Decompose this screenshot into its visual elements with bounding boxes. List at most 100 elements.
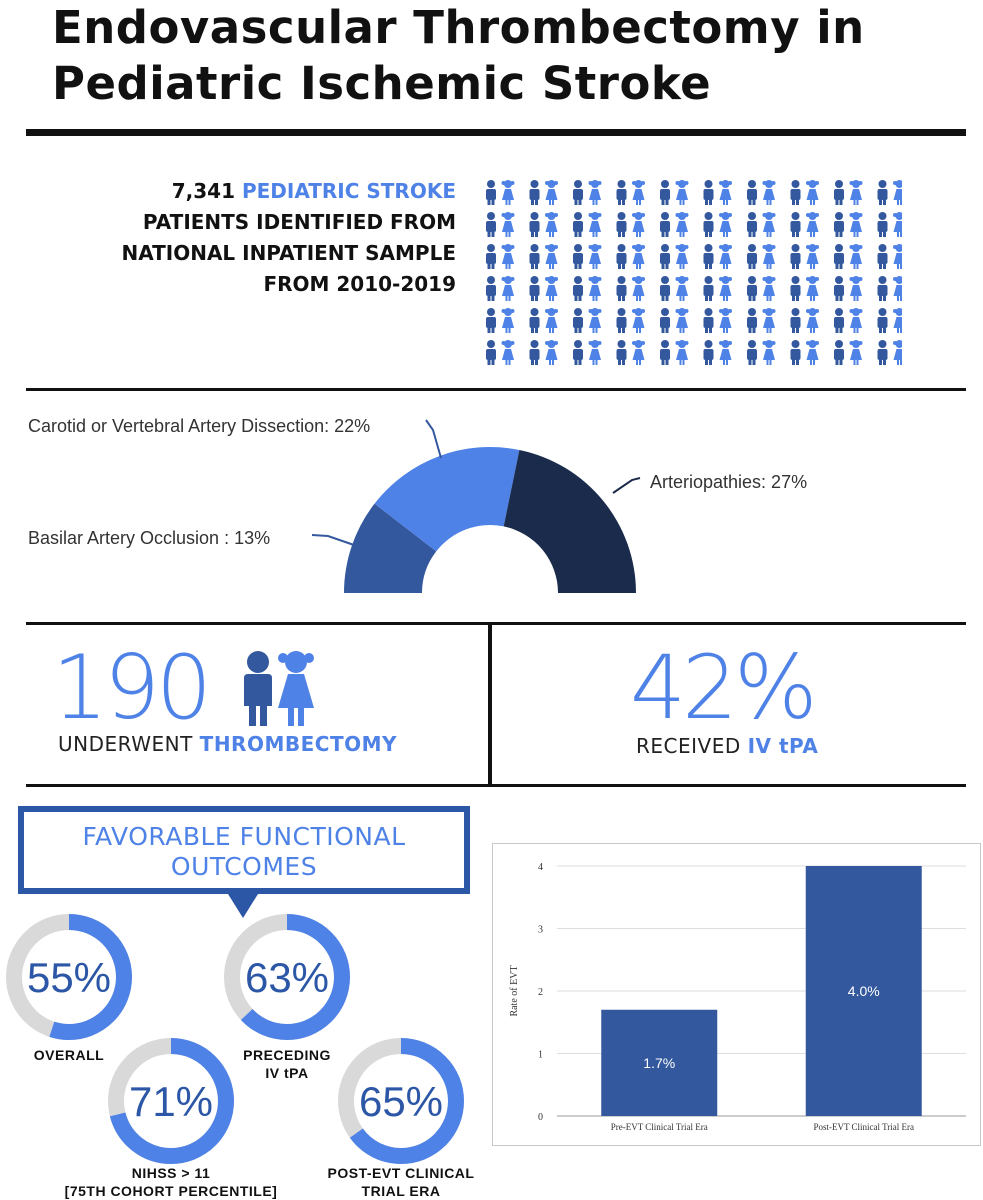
bar-data-label: 4.0% <box>848 983 880 999</box>
boy-girl-pair-icon <box>747 276 776 301</box>
boy-girl-pair-icon <box>486 340 515 365</box>
etiology-half-donut <box>344 447 636 593</box>
bar <box>601 1009 718 1116</box>
boy-icon <box>703 244 714 269</box>
boy-girl-pair-icon <box>747 308 776 333</box>
girl-icon <box>719 212 732 237</box>
girl-icon <box>806 340 819 365</box>
page-title: Endovascular Thrombectomy in Pediatric I… <box>52 0 952 112</box>
girl-icon <box>893 308 902 333</box>
boy-icon <box>834 244 844 269</box>
patient-count-accent: PEDIATRIC STROKE <box>241 179 456 203</box>
girl-icon <box>675 308 689 333</box>
girl-icon <box>501 340 515 365</box>
girl-icon <box>762 244 776 269</box>
girl-icon <box>719 340 732 365</box>
boy-girl-pair-icon <box>790 340 819 365</box>
boy-girl-pair-icon <box>834 180 863 205</box>
girl-icon <box>719 180 732 205</box>
thrombectomy-accent: THROMBECTOMY <box>199 732 397 756</box>
boy-girl-pair-icon <box>529 244 558 269</box>
boy-girl-pair-icon <box>703 276 732 301</box>
boy-girl-pair-icon <box>834 276 863 301</box>
ring-label-preceding-tpa: PRECEDING IV tPA <box>222 1046 352 1082</box>
boy-icon <box>616 276 627 301</box>
segment-arteriopathies <box>503 449 636 593</box>
boy-icon <box>834 308 844 333</box>
boy-icon <box>703 276 714 301</box>
boy-icon <box>747 180 757 205</box>
patient-count-headline: 7,341 PEDIATRIC STROKE PATIENTS IDENTIFI… <box>40 176 456 300</box>
girl-icon <box>632 180 645 205</box>
girl-icon <box>806 276 819 301</box>
boy-icon <box>486 180 496 205</box>
section-divider-2 <box>26 622 966 625</box>
girl-icon <box>632 340 645 365</box>
boy-icon <box>616 180 627 205</box>
boy-icon <box>790 308 801 333</box>
girl-icon <box>588 244 602 269</box>
boy-icon <box>616 340 627 365</box>
boy-icon <box>573 340 583 365</box>
boy-icon <box>529 276 540 301</box>
boy-girl-pair-icon <box>703 212 732 237</box>
girl-icon <box>849 276 863 301</box>
tpa-accent: IV tPA <box>747 734 819 758</box>
boy-girl-pair-icon <box>877 212 902 237</box>
evt-rate-bar-chart: 0 1 2 3 4 Rate of EVT 1.7% Pre-EVT Clinical Tri… <box>509 862 966 1132</box>
ring-label-nihss: NIHSS > 11 [75TH COHORT PERCENTILE] <box>46 1164 296 1200</box>
girl-icon <box>675 244 689 269</box>
girl-icon <box>675 276 689 301</box>
thrombectomy-caption: UNDERWENT THROMBECTOMY <box>58 732 397 756</box>
boy-icon <box>747 340 757 365</box>
x-tick-label: Pre-EVT Clinical Trial Era <box>611 1122 708 1132</box>
boy-girl-pair-icon <box>573 340 602 365</box>
boy-icon <box>747 308 757 333</box>
boy-icon <box>747 244 757 269</box>
ring-progress <box>6 914 132 1040</box>
tpa-caption: RECEIVED IV tPA <box>636 734 818 758</box>
ring-label-overall-line1: OVERALL <box>33 1047 105 1063</box>
girl-icon <box>545 244 558 269</box>
boy-icon <box>486 276 496 301</box>
girl-icon <box>632 276 645 301</box>
girl-icon <box>501 180 515 205</box>
boy-icon <box>877 212 888 237</box>
girl-icon <box>675 180 689 205</box>
boy-girl-pair-icon <box>573 212 602 237</box>
girl-icon <box>675 212 689 237</box>
boy-icon <box>747 212 757 237</box>
boy-icon <box>573 308 583 333</box>
boy-girl-pair-icon <box>877 244 902 269</box>
boy-girl-pair-icon <box>703 308 732 333</box>
callout-pointer <box>228 894 258 918</box>
ring-label-nihss-line2: [75TH COHORT PERCENTILE] <box>64 1183 278 1199</box>
girl-icon <box>501 308 515 333</box>
y-tick-label: 4 <box>538 862 543 873</box>
title-line-1: Endovascular Thrombectomy in <box>52 1 865 54</box>
boy-icon <box>834 276 844 301</box>
boy-girl-pair-icon <box>834 340 863 365</box>
boy-girl-pair-icon <box>747 180 776 205</box>
tpa-percent: 42% <box>630 636 818 739</box>
ring-progress <box>224 914 350 1040</box>
girl-icon <box>762 276 776 301</box>
boy-girl-pair-icon <box>573 276 602 301</box>
boy-girl-pair-icon <box>660 276 689 301</box>
ring-progress <box>108 1038 234 1164</box>
boy-girl-pair-icon <box>747 244 776 269</box>
outcomes-callout: FAVORABLE FUNCTIONAL OUTCOMES <box>18 806 470 894</box>
thrombectomy-count: 190 <box>52 636 212 739</box>
girl-icon <box>893 180 902 205</box>
girl-icon <box>849 244 863 269</box>
boy-girl-pair-icon <box>790 276 819 301</box>
y-tick-label: 1 <box>538 1050 543 1061</box>
girl-icon <box>849 180 863 205</box>
boy-icon <box>616 244 627 269</box>
segment-basilar <box>344 503 437 593</box>
boy-icon <box>747 276 757 301</box>
boy-icon <box>703 308 714 333</box>
headline-line-4: FROM 2010-2019 <box>263 272 456 296</box>
outcome-ring-post-evt: 65% <box>338 1038 464 1164</box>
boy-girl-pair-icon <box>486 180 515 205</box>
